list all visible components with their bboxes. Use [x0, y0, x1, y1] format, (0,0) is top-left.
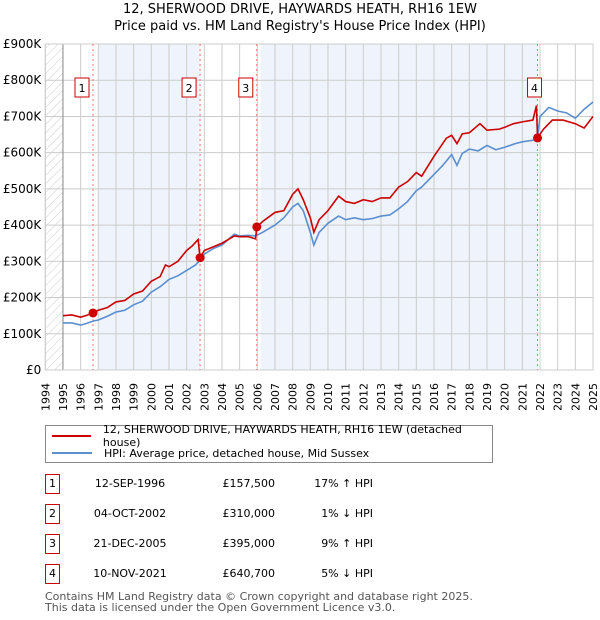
y-tick-label: £800K [3, 73, 43, 87]
x-tick-label: 2015 [410, 383, 423, 410]
y-tick-label: £700K [3, 109, 43, 123]
x-tick-label: 2006 [251, 383, 264, 410]
x-tick-label: 2003 [198, 383, 211, 410]
x-tick-label: 2020 [499, 383, 512, 410]
x-tick-label: 2023 [552, 383, 565, 410]
x-tick-label: 2000 [145, 383, 158, 410]
y-tick-label: £300K [3, 254, 43, 268]
x-tick-label: 2011 [340, 383, 353, 410]
sale-point [533, 133, 543, 143]
sale-label-box [74, 77, 90, 98]
x-tick-label: 2024 [569, 383, 582, 410]
sale-label-box [238, 77, 254, 98]
x-tick-label: 1995 [57, 383, 70, 410]
sale-point [252, 222, 262, 232]
chart-title: 12, SHERWOOD DRIVE, HAYWARDS HEATH, RH16… [122, 2, 477, 17]
sale-price: £310,000 [222, 507, 276, 520]
y-tick-label: £900K [3, 37, 43, 51]
x-tick-label: 1996 [75, 383, 88, 410]
y-tick-label: £400K [3, 218, 43, 232]
x-tick-label: 2019 [481, 383, 494, 410]
sale-number: 3 [45, 534, 60, 554]
sale-price: £157,500 [222, 477, 276, 490]
legend-item-hpi: HPI: Average price, detached house, Mid … [46, 445, 369, 461]
sale-label: 1 [79, 82, 86, 95]
legend-item-property: 12, SHERWOOD DRIVE, HAYWARDS HEATH, RH16… [46, 423, 492, 449]
x-tick-label: 2004 [216, 383, 229, 410]
y-tick-label: £100K [3, 327, 43, 341]
y-tick-label: £600K [3, 146, 43, 160]
x-tick-label: 2013 [375, 383, 388, 410]
x-tick-label: 1997 [92, 383, 105, 410]
sale-price: £640,700 [222, 567, 276, 580]
legend-label: HPI: Average price, detached house, Mid … [104, 446, 370, 460]
x-tick-label: 2016 [428, 383, 441, 410]
legend-swatch-red [52, 435, 91, 437]
plot-frame [44, 43, 594, 371]
sale-date: 10-NOV-2021 [93, 567, 167, 580]
legend-label: 12, SHERWOOD DRIVE, HAYWARDS HEATH, RH16… [102, 423, 462, 449]
sale-label: 2 [186, 82, 193, 95]
sale-date: 21-DEC-2005 [93, 537, 167, 550]
sale-point [88, 308, 98, 318]
x-tick-label: 2014 [393, 383, 406, 410]
x-tick-label: 2005 [234, 383, 247, 410]
sale-label: 3 [242, 82, 249, 95]
footer-line2: This data is licensed under the Open Gov… [45, 601, 396, 614]
sale-label-box [527, 77, 543, 98]
y-tick-label: £0 [26, 363, 41, 377]
y-tick-label: £500K [3, 182, 43, 196]
chart-subtitle: Price paid vs. HM Land Registry's House … [114, 19, 486, 34]
x-tick-label: 2010 [322, 383, 335, 410]
x-tick-label: 2021 [516, 383, 529, 410]
price-chart: 1994 1995 1996 1997 1998 1999 2000 2001 2002 2003… [3, 37, 600, 410]
sale-date: 12-SEP-1996 [94, 477, 166, 490]
sale-label: 4 [531, 82, 538, 95]
sale-hpi-diff: 5% ↓ HPI [321, 567, 373, 580]
legend-swatch-blue [52, 452, 92, 454]
x-tick-label: 2009 [304, 383, 317, 410]
sale-hpi-diff: 1% ↓ HPI [321, 507, 373, 520]
sale-number: 4 [45, 564, 60, 584]
x-tick-label: 2018 [463, 383, 476, 410]
no-data-hatch [45, 44, 63, 370]
x-tick-label: 2012 [357, 383, 370, 410]
sale-number: 1 [45, 474, 60, 494]
sale-label-box [181, 77, 197, 98]
x-tick-label: 1998 [110, 383, 123, 410]
x-tick-label: 2001 [163, 383, 176, 410]
x-tick-label: 2008 [287, 383, 300, 410]
x-tick-label: 2025 [587, 383, 600, 410]
sale-number: 2 [45, 504, 60, 524]
footer-line1: Contains HM Land Registry data © Crown c… [45, 590, 473, 603]
y-tick-label: £200K [3, 291, 43, 305]
x-tick-label: 2017 [446, 383, 459, 410]
sale-price: £395,000 [222, 537, 276, 550]
sale-hpi-diff: 9% ↑ HPI [321, 537, 373, 550]
x-tick-label: 1999 [128, 383, 141, 410]
x-tick-label: 1994 [39, 383, 52, 410]
sale-date: 04-OCT-2002 [93, 507, 167, 520]
sale-hpi-diff: 17% ↑ HPI [314, 477, 373, 490]
sale-point [195, 253, 205, 263]
legend: 12, SHERWOOD DRIVE, HAYWARDS HEATH, RH16… [45, 423, 493, 463]
x-tick-label: 2007 [269, 383, 282, 410]
hpi-line [62, 101, 594, 326]
price-paid-line [62, 105, 594, 318]
x-tick-label: 2002 [181, 383, 194, 410]
x-tick-label: 2022 [534, 383, 547, 410]
